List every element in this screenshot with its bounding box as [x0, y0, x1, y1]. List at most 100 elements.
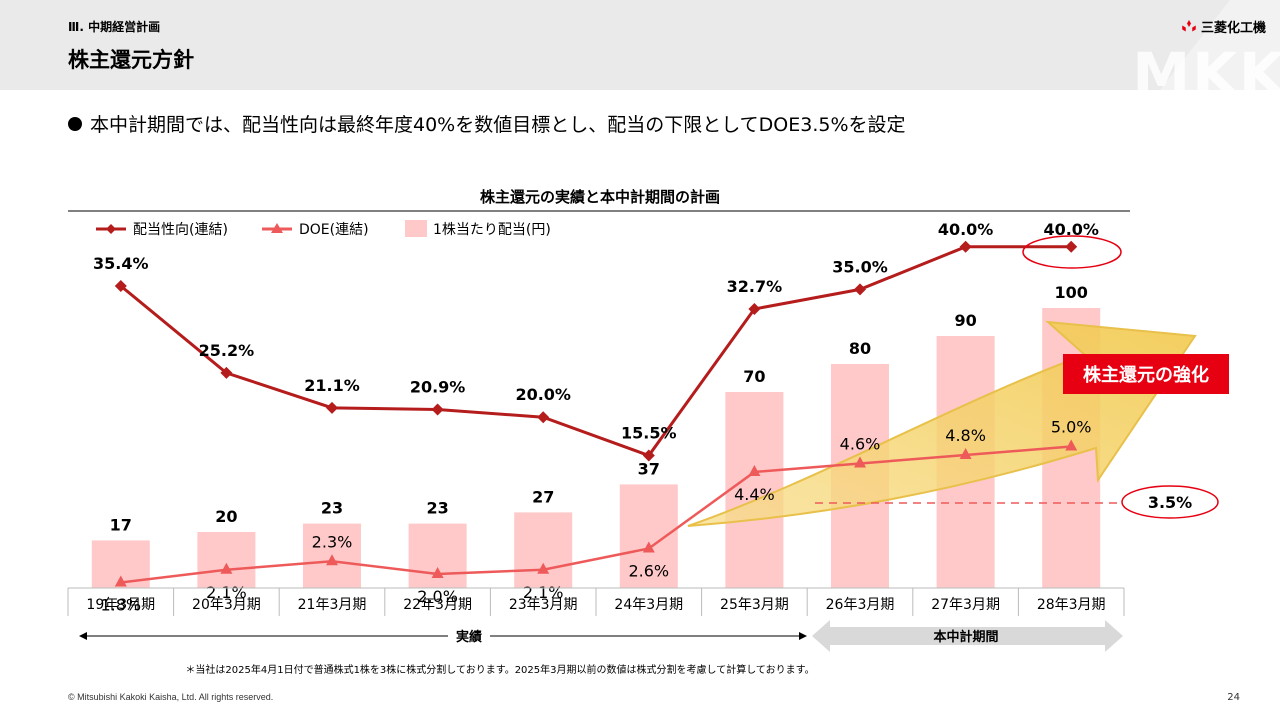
three-diamonds-icon — [1182, 19, 1196, 32]
legend-dividend-label: 1株当たり配当(円) — [433, 222, 551, 238]
dividend-label: 90 — [954, 311, 976, 330]
doe-point — [959, 448, 972, 459]
dividend-bar — [619, 484, 678, 588]
doe-point — [431, 567, 444, 578]
doe-point — [114, 575, 127, 587]
doe-point — [220, 562, 233, 574]
legend-doe-marker — [271, 223, 283, 233]
dividend-bar — [408, 523, 467, 588]
company-logo: 三菱化工機 — [1181, 17, 1266, 36]
dividend-label: 100 — [1054, 283, 1087, 302]
payout-ratio-label: 20.9% — [410, 378, 466, 397]
payout-ratio-point — [326, 401, 338, 414]
doe-point — [326, 554, 338, 566]
x-tick-label: 25年3月期 — [720, 597, 789, 613]
payout-ratio-label: 20.0% — [515, 385, 571, 404]
x-tick-label: 22年3月期 — [403, 597, 472, 613]
dividend-label: 37 — [638, 459, 660, 478]
dividend-bar — [725, 392, 784, 588]
bullet-dot — [68, 116, 82, 131]
target-highlight-ellipse — [1022, 235, 1122, 269]
copyright: © Mitsubishi Kakoki Kaisha, Ltd. All rig… — [68, 692, 274, 702]
doe-floor-ellipse — [1121, 485, 1219, 519]
doe-floor-label: 3.5% — [1148, 493, 1192, 512]
doe-label: 2.0% — [417, 587, 458, 606]
x-tick-label: 19年3月期 — [86, 597, 155, 613]
period-indicators: 実績 本中計期間 — [79, 620, 1123, 652]
plan-period-label: 本中計期間 — [933, 629, 998, 645]
doe-label: 2.3% — [312, 532, 353, 551]
callout-box — [1063, 354, 1229, 394]
payout-ratio-label: 35.0% — [832, 257, 888, 276]
logo-text: 三菱化工機 — [1200, 21, 1266, 36]
doe-label: 5.0% — [1051, 418, 1092, 437]
dividend-label: 27 — [532, 487, 554, 506]
footnote: ＊当社は2025年4月1日付で普通株式1株を3株に株式分割しております。2025… — [185, 665, 815, 676]
doe-point — [537, 562, 550, 574]
doe-label: 4.6% — [840, 435, 881, 454]
watermark-stripes — [1160, 0, 1280, 90]
doe-label: 4.8% — [945, 426, 986, 445]
payout-ratio-label: 40.0% — [938, 220, 994, 239]
x-tick-label: 27年3月期 — [931, 597, 1000, 613]
payout-ratio-point — [537, 411, 550, 424]
doe-label: 2.6% — [628, 562, 669, 581]
x-axis: 19年3月期 20年3月期 21年3月期 22年3月期 23年3月期 24年3月期 25年3… — [67, 587, 1125, 616]
payout-ratio-label: 21.1% — [304, 376, 360, 395]
x-tick-label: 26年3月期 — [826, 597, 895, 613]
x-tick-label: 20年3月期 — [192, 597, 261, 613]
slide-header: Ⅲ. 中期経営計画 株主還元方針 MKK 三菱化工機 — [0, 0, 1280, 108]
dividend-label: 80 — [849, 339, 871, 358]
payout-ratio-line — [119, 245, 1072, 458]
callout-text: 株主還元の強化 — [1083, 364, 1209, 386]
payout-ratio-point — [959, 240, 972, 253]
payout-ratio-point — [642, 449, 655, 462]
payout-ratio-label: 32.7% — [727, 277, 783, 296]
policy-text: 本中計期間では、配当性向は最終年度40%を数値目標とし、配当の下限としてDOE3… — [90, 114, 906, 136]
dividend-label: 23 — [426, 499, 448, 518]
legend-payout-label: 配当性向(連結) — [133, 222, 228, 238]
dividend-label: 17 — [110, 515, 132, 534]
actual-period-label: 実績 — [456, 629, 482, 645]
payout-ratio-label: 15.5% — [621, 424, 677, 443]
doe-label: 1.8% — [100, 596, 141, 615]
page-number: 24 — [1227, 692, 1240, 703]
bar-series — [91, 308, 1101, 588]
dividend-label: 20 — [215, 507, 237, 526]
x-tick-label: 21年3月期 — [298, 597, 367, 613]
dividend-bar — [197, 532, 256, 588]
dividend-bar — [514, 512, 573, 588]
plan-period-arrow — [812, 620, 1123, 652]
doe-label: 4.4% — [734, 485, 775, 504]
watermark-logo: MKK — [1132, 40, 1280, 108]
legend-payout-marker — [106, 224, 116, 234]
payout-ratio-point — [854, 283, 866, 296]
payout-ratio-label: 35.4% — [93, 254, 149, 273]
doe-line — [120, 445, 1072, 584]
payout-ratio-point — [748, 302, 761, 315]
payout-ratio-point — [220, 366, 233, 379]
x-tick-label: 23年3月期 — [509, 597, 578, 613]
policy-bullet: 本中計期間では、配当性向は最終年度40%を数値目標とし、配当の下限としてDOE3… — [68, 110, 906, 137]
payout-ratio-point — [114, 279, 127, 292]
payout-ratio-label: 40.0% — [1043, 220, 1099, 239]
dividend-label: 70 — [743, 367, 765, 386]
doe-point — [748, 465, 761, 476]
section-label: Ⅲ. 中期経営計画 — [68, 20, 161, 34]
doe-point — [854, 456, 866, 468]
x-tick-label: 24年3月期 — [614, 597, 683, 613]
payout-ratio-label: 25.2% — [199, 341, 255, 360]
doe-point — [1065, 439, 1078, 451]
page-title: 株主還元方針 — [68, 48, 194, 72]
payout-ratio-point — [431, 403, 444, 416]
doe-point — [642, 541, 655, 553]
payout-ratio-point — [1065, 240, 1078, 253]
legend: 配当性向(連結) DOE(連結) 1株当たり配当(円) — [96, 220, 551, 238]
line-series — [114, 240, 1125, 587]
dividend-label: 23 — [321, 499, 343, 518]
x-tick-label: 28年3月期 — [1037, 597, 1106, 613]
chart-title: 株主還元の実績と本中計期間の計画 — [479, 188, 720, 206]
legend-dividend-swatch — [405, 220, 427, 237]
legend-doe-label: DOE(連結) — [299, 222, 369, 238]
